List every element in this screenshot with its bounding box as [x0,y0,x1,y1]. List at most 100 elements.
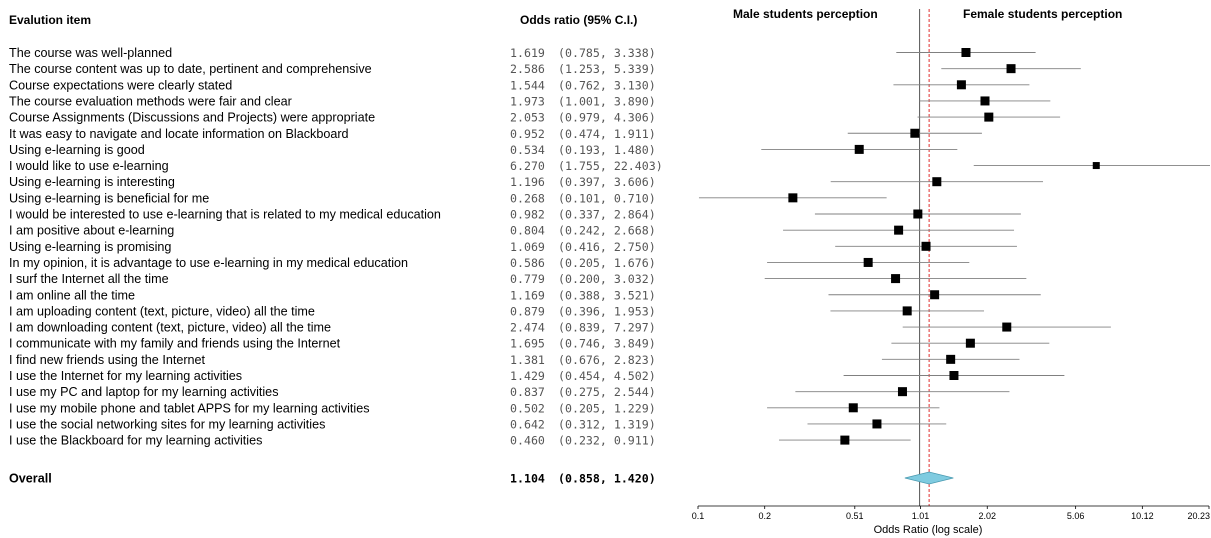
confidence-interval-value: (0.676, 2.823) [558,353,656,367]
item-label: I am uploading content (text, picture, v… [9,304,315,318]
odds-ratio-marker [788,193,798,203]
odds-ratio-value: 6.270 [510,159,545,173]
odds-ratio-marker [848,403,858,413]
x-axis-title: Odds Ratio (log scale) [874,524,983,536]
forest-row: I use my PC and laptop for my learning a… [9,385,1010,399]
odds-ratio-marker [980,96,990,106]
forest-row: I use the social networking sites for my… [9,417,947,431]
odds-ratio-value: 1.619 [510,46,545,60]
odds-ratio-value: 2.586 [510,62,545,76]
odds-ratio-marker [984,112,994,122]
odds-ratio-marker [897,387,907,397]
odds-ratio-value: 0.268 [510,191,545,205]
odds-ratio-marker [949,371,959,380]
forest-row: Using e-learning is beneficial for me 0.2… [9,191,887,205]
forest-row: I use the Blackboard for my learning act… [9,434,911,448]
item-label: I use the social networking sites for my… [9,417,325,431]
overall-odds-ratio-value: 1.104 [510,472,545,486]
odds-ratio-value: 0.586 [510,256,545,270]
forest-row: I am uploading content (text, picture, v… [9,304,985,318]
odds-ratio-marker [1002,322,1012,332]
reference-lines [919,9,930,506]
forest-row: Using e-learning is promising 1.069 (0.416… [9,240,1017,254]
forest-row: I surf the Internet all the time 0.779 (0.… [9,272,1027,286]
overall-ci-value: (0.858, 1.420) [558,472,656,486]
odds-ratio-column-header: Odds ratio (95% C.I.) [520,13,637,27]
odds-ratio-value: 1.429 [510,369,545,383]
odds-ratio-value: 1.544 [510,78,545,92]
odds-ratio-value: 1.169 [510,288,545,302]
confidence-interval-value: (0.762, 3.130) [558,78,656,92]
male-perception-label: Male students perception [733,7,878,21]
item-label: Course expectations were clearly stated [9,78,232,92]
confidence-interval-value: (0.396, 1.953) [558,304,656,318]
item-label: The course content was up to date, perti… [9,62,372,76]
item-label: Using e-learning is beneficial for me [9,191,209,205]
odds-ratio-marker [921,241,931,251]
forest-row: I am online all the time 1.169 (0.388, 3.5… [9,288,1041,302]
x-tick-label: 0.1 [692,511,705,521]
item-label: I am online all the time [9,288,135,302]
x-tick-label: 5.06 [1067,511,1085,521]
confidence-interval-value: (0.101, 0.710) [558,191,656,205]
x-tick-label: 1.01 [912,511,930,521]
forest-row: The course evaluation methods were fair … [9,94,1051,108]
odds-ratio-marker [961,48,971,57]
x-axis: 0.1 0.2 0.51 1.01 2.02 5.06 10.12 20.23 [692,505,1210,521]
odds-ratio-value: 0.534 [510,143,545,157]
item-label: Using e-learning is good [9,143,145,157]
forest-row: I use the Internet for my learning activ… [9,369,1065,383]
odds-ratio-value: 2.474 [510,321,545,335]
item-column-header: Evalution item [9,13,91,27]
confidence-interval-value: (0.839, 7.297) [558,321,656,335]
confidence-interval-value: (0.388, 3.521) [558,288,656,302]
forest-row: Course expectations were clearly stated 1… [9,78,1030,92]
confidence-interval-value: (0.454, 4.502) [558,369,656,383]
odds-ratio-value: 1.196 [510,175,545,189]
odds-ratio-marker [840,435,850,445]
forest-row: I use my mobile phone and tablet APPS fo… [9,401,940,415]
confidence-interval-value: (0.416, 2.750) [558,240,656,254]
odds-ratio-marker [965,338,975,348]
item-label: I surf the Internet all the time [9,272,169,286]
confidence-interval-value: (1.755, 22.403) [558,159,663,173]
forest-row: I am positive about e-learning 0.804 (0.24… [9,224,1015,238]
odds-ratio-value: 0.804 [510,224,545,238]
odds-ratio-value: 1.381 [510,353,545,367]
x-tick-label: 20.23 [1187,511,1210,521]
forest-row: I am downloading content (text, picture,… [9,321,1111,335]
item-label: I use the Blackboard for my learning act… [9,434,262,448]
confidence-interval-value: (0.242, 2.668) [558,224,656,238]
forest-row: I would like to use e-learning 6.270 (1.75… [9,159,1210,173]
overall-label: Overall [9,472,52,486]
confidence-interval-value: (0.205, 1.229) [558,401,656,415]
odds-ratio-value: 0.837 [510,385,545,399]
overall-diamond [904,471,954,485]
odds-ratio-marker [872,419,882,429]
odds-ratio-value: 2.053 [510,111,545,125]
odds-ratio-value: 0.460 [510,434,545,448]
x-tick-label: 0.2 [758,511,771,521]
odds-ratio-value: 0.779 [510,272,545,286]
odds-ratio-value: 0.879 [510,304,545,318]
odds-ratio-marker [891,274,901,284]
odds-ratio-marker [930,290,940,300]
odds-ratio-marker [956,80,966,90]
odds-ratio-value: 0.502 [510,401,545,415]
forest-row: Using e-learning is good 0.534 (0.193, 1.4… [9,143,958,157]
odds-ratio-marker [1006,64,1016,74]
forest-row: I communicate with my family and friends… [9,337,1050,351]
x-tick-label: 2.02 [978,511,996,521]
forest-row: The course was well-planned 1.619 (0.785, … [9,46,1036,60]
confidence-interval-value: (0.474, 1.911) [558,127,656,141]
item-label: I use my PC and laptop for my learning a… [9,385,279,399]
forest-row: It was easy to navigate and locate infor… [9,127,982,141]
item-label: The course was well-planned [9,46,172,60]
overall-row: Overall 1.104 (0.858, 1.420) [9,471,954,486]
x-tick-label: 0.51 [846,511,864,521]
forest-row: Using e-learning is interesting 1.196 (0.3… [9,175,1044,189]
confidence-interval-value: (0.205, 1.676) [558,256,656,270]
confidence-interval-value: (0.785, 3.338) [558,46,656,60]
odds-ratio-marker [902,306,912,316]
